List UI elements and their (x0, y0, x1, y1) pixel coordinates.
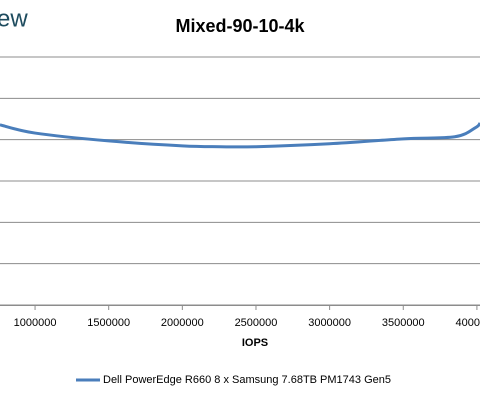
x-tick-label: 2000000 (161, 317, 204, 329)
logo: ew (0, 5, 28, 32)
legend-label: Dell PowerEdge R660 8 x Samsung 7.68TB P… (103, 374, 391, 386)
x-axis-label: IOPS (242, 337, 268, 349)
x-tick-label: 3000000 (308, 317, 351, 329)
series-line (0, 122, 480, 149)
x-tick-label: 2500000 (235, 317, 278, 329)
x-tick-label: 1000000 (14, 317, 57, 329)
chart-title: Mixed-90-10-4k (175, 16, 305, 36)
x-tick-label: 4000000 (455, 317, 480, 329)
x-tick-label: 1500000 (87, 317, 130, 329)
x-tick-label: 3500000 (382, 317, 425, 329)
